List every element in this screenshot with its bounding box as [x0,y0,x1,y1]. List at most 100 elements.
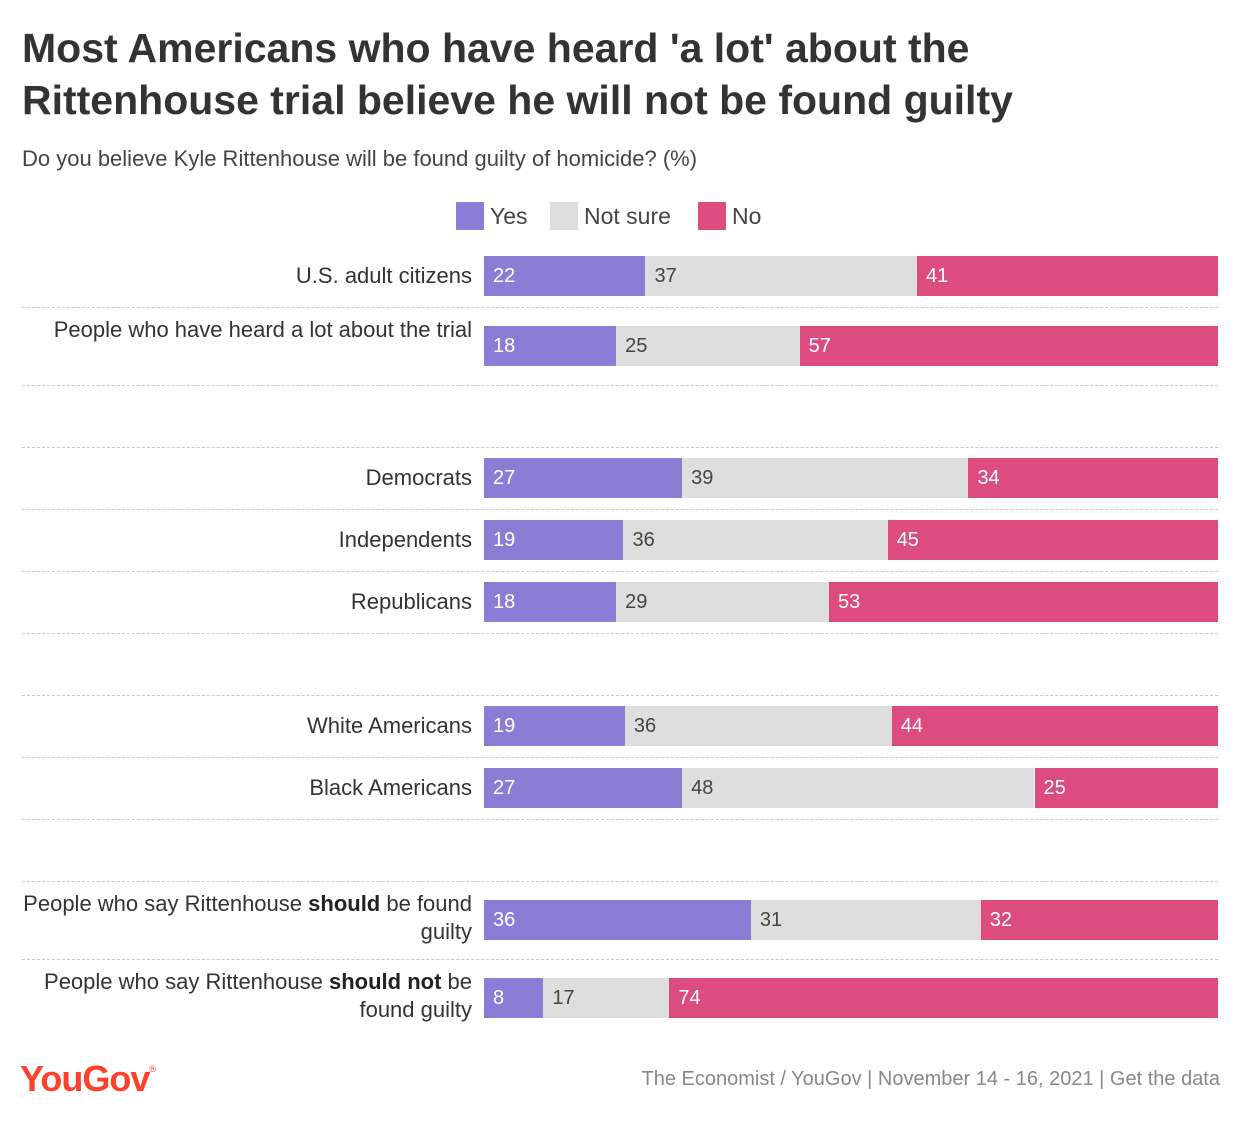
data-label-yes: 22 [493,265,516,287]
row-separator [22,509,1218,510]
row-label-text: People who say Rittenhouse [23,891,309,916]
data-label-not-sure: 25 [625,335,648,357]
row-label: People who say Rittenhouse should not be… [12,968,472,1024]
data-label-not-sure: 48 [691,777,714,799]
legend-item-not-sure: Not sure [550,200,671,232]
data-label-no: 74 [678,987,701,1009]
row-label-text: White Americans [306,713,472,738]
bar-segment-no[interactable] [968,458,1218,498]
bar-segment-no[interactable] [828,582,1218,622]
data-label-not-sure: 17 [552,987,575,1009]
chart-title: Most Americans who have heard 'a lot' ab… [22,25,1013,123]
legend-label-not-sure: Not sure [584,202,671,229]
data-label-yes: 27 [493,467,516,489]
bar-segment-no[interactable] [799,326,1218,366]
bar-segment-no[interactable] [980,900,1218,940]
data-label-yes: 19 [493,715,516,737]
row-label-text: Black Americans [309,775,472,800]
data-label-not-sure: 36 [632,529,655,551]
bar-segment-yes[interactable] [484,520,624,560]
legend-swatch-yes [456,202,484,230]
data-label-no: 32 [989,909,1012,931]
row-label-emphasis: should [308,891,381,916]
row-label-emphasis: should not [328,969,442,994]
source-note[interactable]: The Economist / YouGov | November 14 - 1… [641,1068,1220,1090]
data-label-not-sure: 29 [625,591,648,613]
bar-segment-yes[interactable] [484,900,751,940]
bar-segment-not-sure[interactable] [543,978,670,1018]
data-label-no: 45 [896,529,919,551]
data-label-yes: 18 [493,591,516,613]
bar-segment-yes[interactable] [484,458,683,498]
bar-segment-not-sure[interactable] [750,900,981,940]
row-separator [22,819,1218,820]
row-separator [22,307,1218,308]
bar-segment-yes[interactable] [484,256,646,296]
chart-subtitle: Do you believe Kyle Rittenhouse will be … [22,146,698,171]
row-separator [22,959,1218,960]
data-label-not-sure: 36 [633,715,657,737]
data-label-yes: 19 [493,529,516,551]
data-label-no: 25 [1043,777,1066,799]
bar-segment-yes[interactable] [484,582,617,622]
row-separator [22,385,1218,386]
bar-segment-not-sure[interactable] [682,768,1035,808]
data-label-no: 41 [926,265,949,287]
data-label-no: 34 [977,467,1000,489]
data-label-no: 53 [837,591,861,613]
bar-segment-no[interactable] [887,520,1218,560]
data-label-not-sure: 37 [654,265,677,287]
bar-segment-no[interactable] [1034,768,1218,808]
bar-segment-no[interactable] [891,706,1218,746]
legend-label-yes: Yes [490,202,528,229]
row-label: People who have heard a lot about the tr… [12,316,472,344]
row-label: People who say Rittenhouse should be fou… [12,890,472,946]
bar-segment-no[interactable] [917,256,1218,296]
bar-segment-not-sure[interactable] [616,326,800,366]
row-separator [22,757,1218,758]
legend: Yes Not sure No [0,200,1240,232]
bar-segment-not-sure[interactable] [623,520,888,560]
row-separator [22,571,1218,572]
bar-segment-yes[interactable] [484,768,683,808]
row-label: Black Americans [12,774,472,802]
legend-item-yes: Yes [456,200,528,232]
yougov-logo[interactable]: YouGov® [20,1058,156,1100]
bar-segment-not-sure[interactable] [645,256,918,296]
legend-swatch-no [698,202,726,230]
row-label: U.S. adult citizens [12,262,472,290]
row-separator [22,881,1218,882]
bar-segment-yes[interactable] [484,978,544,1018]
data-label-no: 44 [900,715,924,737]
row-label-text: People who have heard a lot about the tr… [53,317,472,342]
bar-segment-not-sure[interactable] [616,582,829,622]
logo-registered-mark: ® [149,1064,156,1074]
row-separator [22,695,1218,696]
row-label: Democrats [12,464,472,492]
logo-text: YouGov [20,1058,150,1099]
row-label-text: Democrats [365,465,472,490]
data-label-yes: 36 [493,909,516,931]
row-label-text: be found guilty [359,969,472,1022]
data-label-not-sure: 39 [691,467,714,489]
row-label: Independents [12,526,472,554]
bar-segment-no[interactable] [669,978,1218,1018]
data-label-yes: 18 [493,335,516,357]
bar-segment-yes[interactable] [484,706,625,746]
row-label: Republicans [12,588,472,616]
data-label-yes: 8 [493,987,505,1009]
legend-item-no: No [698,200,761,232]
row-label-text: People who say Rittenhouse [44,969,329,994]
row-label-text: be found guilty [380,891,472,944]
data-label-no: 57 [808,335,831,357]
row-label-text: U.S. adult citizens [295,263,472,288]
bar-segment-not-sure[interactable] [682,458,969,498]
row-separator [22,447,1218,448]
legend-swatch-not-sure [550,202,578,230]
row-label: White Americans [12,712,472,740]
bar-segment-yes[interactable] [484,326,617,366]
legend-label-no: No [732,202,762,229]
row-label-text: Independents [338,527,472,552]
bar-segment-not-sure[interactable] [624,706,892,746]
row-separator [22,633,1218,634]
